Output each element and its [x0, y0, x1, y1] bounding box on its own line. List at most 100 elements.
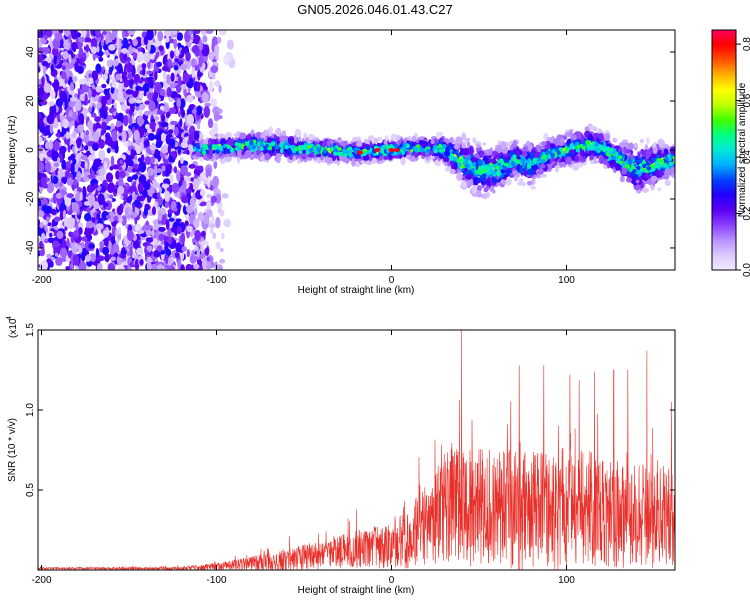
heatmap-cell — [42, 65, 47, 76]
heatmap-cell — [90, 37, 98, 48]
heatmap-cell — [127, 72, 132, 79]
heatmap-cell — [189, 254, 197, 264]
heatmap-cell — [200, 242, 204, 254]
heatmap-cell — [215, 216, 221, 229]
heatmap-cell — [38, 66, 41, 73]
heatmap-cell — [646, 137, 650, 145]
heatmap-cell — [95, 223, 104, 230]
heatmap-cell — [177, 146, 182, 155]
heatmap-cell — [156, 192, 161, 199]
heatmap-cell — [56, 230, 64, 240]
heatmap-cell — [112, 59, 119, 67]
heatmap-cell — [175, 48, 180, 57]
heatmap-cell — [143, 139, 150, 148]
heatmap-cell — [193, 174, 198, 179]
heatmap-cell — [203, 105, 211, 118]
heatmap-cell — [209, 184, 214, 191]
heatmap-cell — [105, 172, 114, 183]
heatmap-cell — [132, 52, 139, 59]
heatmap-cell — [130, 148, 135, 160]
heatmap-cell — [75, 223, 79, 232]
heatmap-cell — [44, 161, 52, 173]
heatmap-cell — [158, 233, 165, 242]
heatmap-cell — [139, 141, 144, 152]
heatmap-cell — [66, 177, 74, 186]
heatmap-cell — [97, 193, 105, 206]
heatmap-cell — [82, 177, 91, 182]
heatmap-cell — [129, 107, 133, 117]
heatmap-cell — [140, 154, 145, 162]
heatmap-cell — [72, 254, 80, 266]
heatmap-cell — [173, 38, 178, 50]
heatmap-cell — [41, 60, 49, 67]
heatmap-cell — [47, 222, 52, 227]
heatmap-cell — [168, 217, 175, 222]
heatmap-cell — [136, 195, 143, 202]
heatmap-cell — [46, 253, 52, 259]
heatmap-cell — [78, 260, 87, 270]
heatmap-cell — [119, 159, 123, 165]
heatmap-cell — [213, 160, 218, 169]
heatmap-cell — [196, 105, 203, 116]
heatmap-cell — [39, 222, 44, 229]
heatmap-cell — [71, 30, 78, 40]
heatmap-cell — [524, 145, 528, 151]
heatmap-cell — [41, 176, 47, 188]
heatmap-cell — [134, 254, 139, 261]
heatmap-cell — [85, 129, 90, 136]
heatmap-cell — [95, 85, 102, 93]
heatmap-cell — [93, 183, 99, 189]
heatmap-cell — [219, 258, 226, 264]
heatmap-cell — [116, 205, 124, 216]
heatmap-cell — [180, 108, 186, 118]
heatmap-cell — [59, 145, 67, 154]
heatmap-cell — [165, 154, 169, 160]
heatmap-cell — [169, 138, 176, 149]
heatmap-cell — [78, 78, 87, 85]
heatmap-cell — [74, 120, 78, 129]
heatmap-cell — [103, 202, 109, 207]
heatmap-cell — [202, 35, 208, 43]
heatmap-cell — [55, 192, 62, 199]
heatmap-cell — [77, 65, 84, 75]
heatmap-cell — [178, 54, 184, 59]
heatmap-cell — [109, 166, 114, 171]
heatmap-cell — [79, 57, 84, 65]
heatmap-cell — [153, 164, 158, 176]
heatmap-cell — [43, 238, 50, 244]
heatmap-cell — [111, 30, 118, 37]
heatmap-cell — [64, 226, 68, 231]
heatmap-cell — [184, 220, 189, 227]
heatmap-cell — [64, 39, 70, 50]
heatmap-cell — [128, 206, 133, 216]
heatmap-cell — [136, 115, 145, 126]
heatmap-cell — [218, 30, 227, 36]
heatmap-cell — [61, 159, 67, 170]
heatmap-cell — [84, 212, 92, 222]
heatmap-cell — [165, 254, 169, 265]
heatmap-cell — [158, 45, 164, 51]
heatmap-cell — [295, 129, 302, 138]
heatmap-cell — [115, 170, 120, 180]
heatmap-cell — [80, 252, 86, 262]
heatmap-cell — [531, 148, 536, 154]
heatmap-cell — [205, 262, 212, 270]
heatmap-cell — [149, 87, 153, 93]
heatmap-cell — [471, 185, 478, 194]
heatmap-cell — [115, 238, 120, 245]
heatmap-cell — [98, 168, 106, 177]
heatmap-cell — [153, 134, 162, 140]
heatmap-cell — [92, 122, 96, 133]
heatmap-cell — [87, 120, 93, 130]
heatmap-cell — [123, 141, 129, 147]
heatmap-cell — [147, 167, 155, 176]
heatmap-cell — [116, 37, 120, 50]
heatmap-cell — [219, 209, 225, 217]
heatmap-cell — [102, 229, 110, 238]
heatmap-cell — [180, 165, 188, 176]
heatmap-cell — [146, 261, 152, 270]
heatmap-cell — [190, 177, 194, 182]
heatmap-cell — [182, 179, 187, 191]
heatmap-cell — [80, 155, 88, 161]
